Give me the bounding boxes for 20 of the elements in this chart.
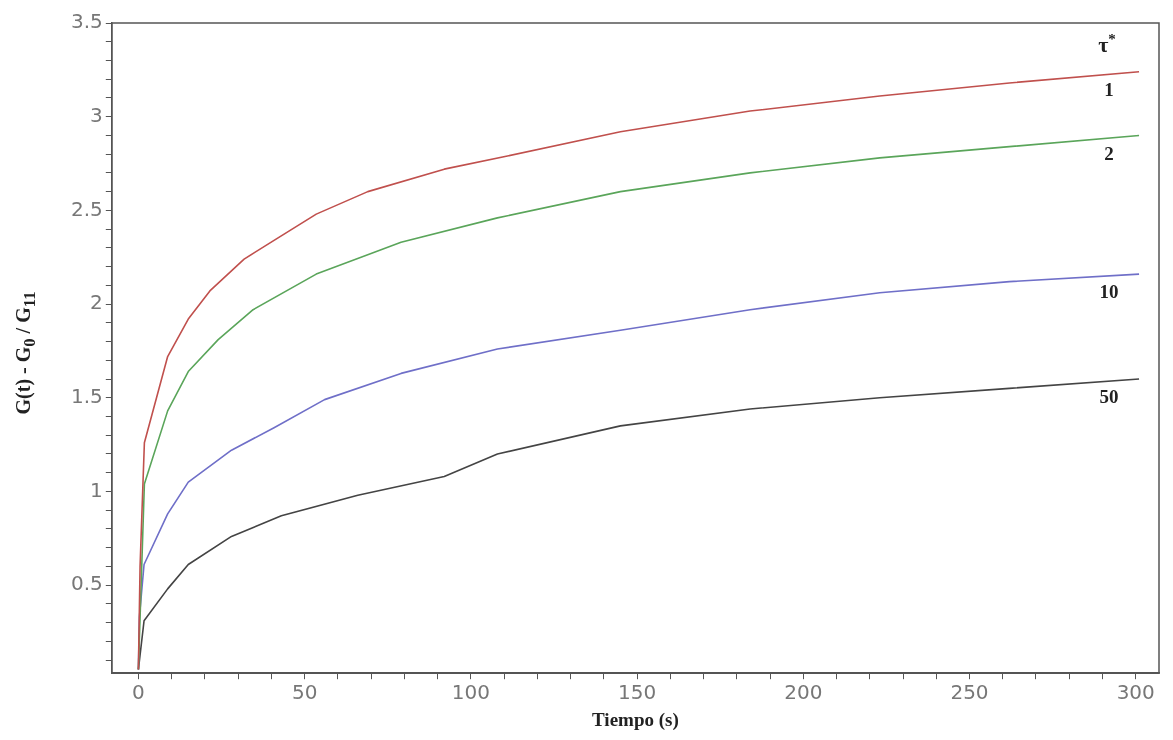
y-tick-label: 3.5	[70, 9, 103, 34]
x-tick-label: 50	[291, 680, 318, 705]
series-label: 10	[1099, 281, 1119, 303]
series-label: 50	[1099, 386, 1119, 408]
y-tick-label: 2.5	[70, 196, 103, 221]
y-tick-label: 3	[90, 102, 103, 127]
series-label: 2	[1104, 142, 1114, 164]
y-tick-label: 0.5	[70, 571, 103, 596]
x-tick-label: 150	[617, 680, 657, 705]
y-tick-label: 2	[90, 290, 103, 315]
x-tick-label: 100	[451, 680, 490, 705]
legend-title: τ*	[1098, 31, 1116, 58]
x-tick-label: 300	[1116, 680, 1155, 705]
y-tick-label: 1	[90, 477, 103, 502]
x-axis-title: Tiempo (s)	[592, 708, 679, 731]
y-tick-label: 1.5	[70, 383, 103, 408]
series-label: 1	[1104, 79, 1114, 101]
x-tick-label: 200	[784, 680, 823, 705]
x-tick-label: 0	[132, 680, 145, 705]
x-tick-label: 250	[950, 680, 989, 705]
